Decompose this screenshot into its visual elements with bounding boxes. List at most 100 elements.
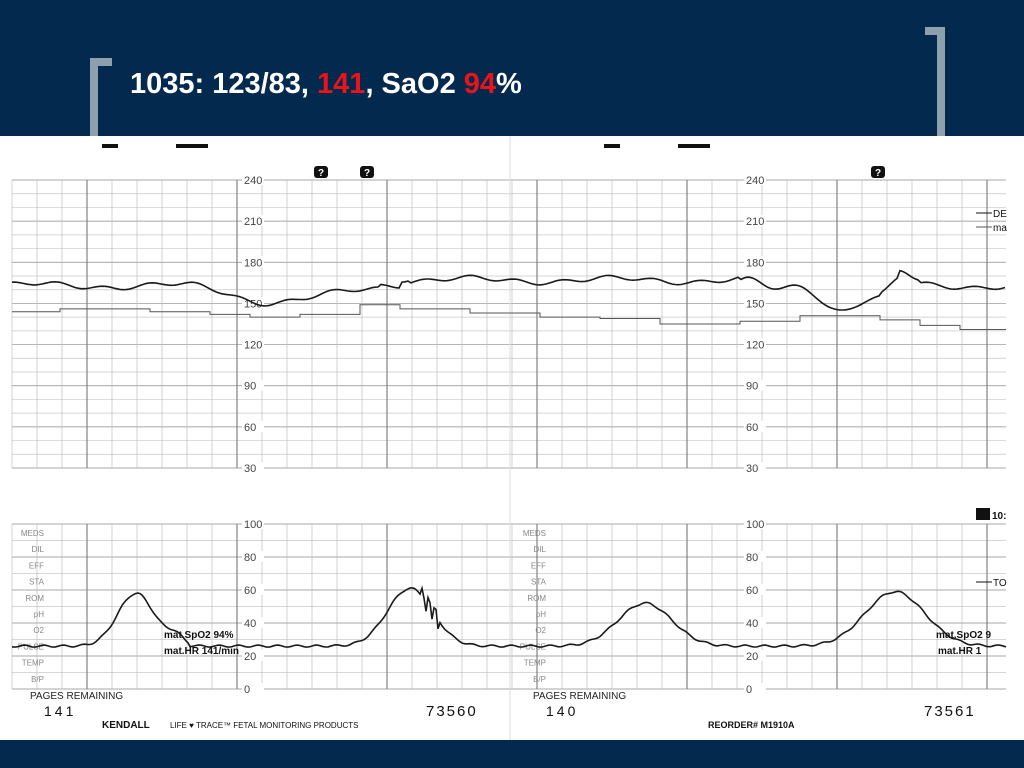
uc-scale-label: 100: [746, 519, 764, 531]
event-label: STA: [29, 578, 45, 587]
event-label: EFF: [29, 561, 44, 570]
fhr-scale-label: 180: [746, 257, 764, 269]
uc-scale-label-bg: [242, 617, 264, 628]
uc-scale-label-bg: [242, 518, 264, 529]
event-label: ROM: [527, 594, 546, 603]
pages-remaining-count-left: 141: [44, 703, 76, 719]
fhr-scale-label: 210: [244, 216, 262, 228]
fhr-scale-label: 90: [244, 381, 256, 393]
legend-toco-label: TO: [993, 578, 1007, 589]
event-label: O2: [33, 626, 44, 635]
event-label: MEDS: [21, 529, 44, 538]
event-label: ROM: [25, 594, 44, 603]
fhr-scale-label: 180: [244, 257, 262, 269]
fhr-scale-label-bg: [242, 420, 264, 432]
question-marker-icon: ?: [314, 166, 328, 179]
question-marker-icon: ?: [360, 166, 374, 179]
uc-scale-label-bg: [242, 584, 264, 595]
title-mid: , SaO2: [365, 68, 464, 100]
fhr-scale-label-bg: [744, 379, 766, 391]
fhr-scale-label-bg: [744, 215, 766, 227]
event-label: EFF: [531, 561, 546, 570]
fhr-scale-right: 240 210 180 150 120 90 60 30: [744, 174, 766, 475]
fhr-scale-label-bg: [242, 256, 264, 268]
title-prefix: 1035: 123/83,: [130, 68, 318, 100]
fhr-scale-label: 90: [746, 381, 758, 393]
annotation-spo2-left: mat.SpO2 94%: [164, 630, 234, 641]
serial-number-left: 73560: [426, 703, 478, 720]
left-bracket-decoration: [90, 58, 98, 136]
annotation-hr-right: mat.HR 1: [938, 646, 982, 657]
fhr-scale-label: 120: [244, 340, 262, 352]
event-label: STA: [531, 578, 547, 587]
strip-tick-mark: [604, 144, 620, 148]
strip-tick-mark: [678, 144, 710, 148]
uc-scale-label: 80: [746, 552, 758, 564]
svg-text:?: ?: [875, 168, 881, 179]
uc-scale-label: 40: [244, 618, 256, 630]
event-label: MEDS: [523, 529, 546, 538]
uc-scale-label-bg: [744, 650, 766, 661]
event-label: B/P: [533, 675, 546, 684]
fhr-scale-label-bg: [744, 297, 766, 309]
event-label: O2: [535, 626, 546, 635]
uc-scale-label-bg: [744, 617, 766, 628]
fhr-scale-label-bg: [744, 174, 766, 185]
event-labels-right: MEDS DIL EFF STA ROM pH O2 PULSE TEMP B/P: [520, 529, 547, 684]
uc-scale-label-bg: [242, 551, 264, 562]
legend-fhr-label: DE: [993, 209, 1007, 220]
event-label: pH: [536, 610, 546, 619]
question-marker-icon: ?: [871, 166, 885, 179]
uc-scale-label: 0: [244, 684, 250, 696]
event-label: TEMP: [524, 659, 546, 668]
fhr-scale-label-bg: [242, 338, 264, 350]
strip-tick-mark: [102, 144, 118, 148]
right-bracket-decoration: [937, 27, 945, 136]
fhr-scale-label: 30: [746, 463, 758, 475]
legend-box-icon: [976, 508, 990, 520]
uc-scale-label: 60: [746, 585, 758, 597]
maternal-heart-rate-trace: [12, 304, 1006, 330]
uc-scale-label: 60: [244, 585, 256, 597]
fhr-scale-label-bg: [744, 420, 766, 432]
uc-scale-left: 100 80 60 40 20 0: [242, 518, 264, 696]
fhr-scale-label: 240: [746, 175, 764, 187]
fhr-scale-label-bg: [744, 462, 766, 473]
uc-scale-label: 100: [244, 519, 262, 531]
uc-scale-label: 20: [244, 651, 256, 663]
footer-bar: [0, 740, 1024, 768]
uc-scale-label-bg: [744, 518, 766, 529]
fhr-scale-label: 150: [244, 298, 262, 310]
fhr-scale-label-bg: [744, 338, 766, 350]
legend-maternal-label: ma: [993, 223, 1007, 234]
uc-scale-label: 80: [244, 552, 256, 564]
annotation-spo2-right: mat.SpO2 9: [936, 630, 991, 641]
uc-scale-label-bg: [744, 683, 766, 694]
uterine-contraction-trace: [11, 585, 1007, 648]
event-label: DIL: [32, 545, 45, 554]
brand-name: KENDALL: [102, 720, 150, 731]
fhr-scale-label-bg: [744, 256, 766, 268]
fhr-scale-left: 240 210 180 150 120 90 60 30: [242, 174, 264, 475]
fetal-heart-rate-trace: [11, 269, 1006, 311]
pages-remaining-label-left: PAGES REMAINING: [30, 691, 123, 702]
event-label: DIL: [534, 545, 547, 554]
fhr-scale-label-bg: [242, 462, 264, 473]
title-spo2: 94: [463, 68, 497, 100]
strip-grid: [11, 136, 1006, 740]
event-label: pH: [34, 610, 44, 619]
fhr-scale-label: 30: [244, 463, 256, 475]
uc-scale-label: 40: [746, 618, 758, 630]
uc-scale-label-bg: [242, 650, 264, 661]
title-heart-rate: 141: [317, 68, 366, 100]
annotation-hr-left: mat.HR 141/min: [164, 646, 239, 657]
fhr-scale-label: 210: [746, 216, 764, 228]
right-bracket-top: [925, 27, 945, 35]
event-label: TEMP: [22, 659, 44, 668]
uc-scale-label-bg: [744, 551, 766, 562]
fhr-scale-label: 60: [244, 422, 256, 434]
product-name: LIFE ♥ TRACE™ FETAL MONITORING PRODUCTS: [170, 721, 358, 730]
fhr-scale-label: 120: [746, 340, 764, 352]
uc-scale-label: 20: [746, 651, 758, 663]
slide-title: 1035: 123/83, 141, SaO2 94%: [130, 68, 522, 101]
